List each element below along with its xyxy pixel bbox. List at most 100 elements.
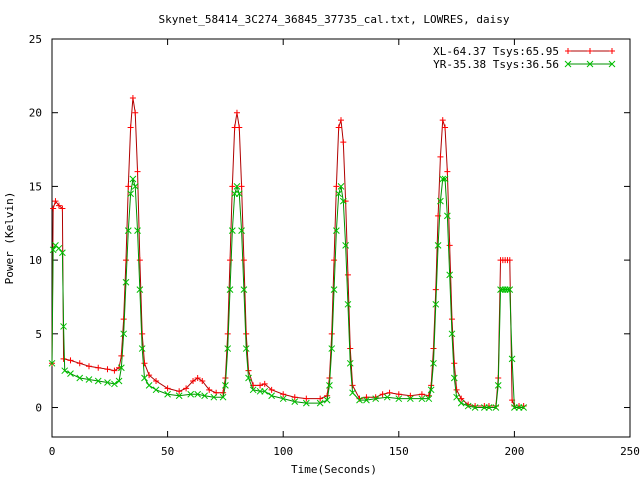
data-point <box>494 382 502 389</box>
y-tick-label: 10 <box>29 254 42 267</box>
x-tick-label: 0 <box>49 445 56 458</box>
data-point <box>504 286 511 293</box>
data-point <box>464 402 472 410</box>
data-point <box>129 175 137 183</box>
data-point <box>120 330 128 338</box>
data-point <box>134 227 141 234</box>
data-point <box>339 197 347 205</box>
x-tick-label: 150 <box>389 445 409 458</box>
data-point <box>485 404 493 411</box>
data-point <box>331 257 338 264</box>
plot-frame <box>51 38 631 438</box>
series-1 <box>49 94 527 410</box>
series-layer <box>48 94 528 411</box>
data-point <box>145 382 153 389</box>
data-point <box>451 360 458 367</box>
data-point <box>291 398 299 405</box>
data-point <box>94 377 102 385</box>
data-point <box>229 183 236 190</box>
data-point <box>471 404 479 411</box>
data-point <box>235 190 243 198</box>
data-point <box>104 379 111 386</box>
data-point <box>340 139 347 146</box>
data-point <box>520 404 528 411</box>
data-point <box>458 395 465 402</box>
series-2 <box>48 175 528 411</box>
data-point <box>153 377 160 384</box>
data-point <box>316 399 324 407</box>
data-point <box>443 212 451 220</box>
data-point <box>291 394 298 401</box>
data-point <box>363 394 370 401</box>
y-tick-label: 5 <box>35 328 42 341</box>
data-point <box>238 227 245 234</box>
data-point <box>439 117 446 124</box>
data-point <box>346 359 354 367</box>
data-point <box>434 242 442 249</box>
data-point <box>586 60 594 68</box>
data-point <box>268 392 275 400</box>
data-point <box>104 366 111 373</box>
chart-title: Skynet_58414_3C274_36845_37735_cal.txt, … <box>159 13 510 26</box>
data-point <box>224 345 232 352</box>
data-point <box>190 377 197 384</box>
data-point <box>418 391 425 398</box>
data-point <box>441 175 449 183</box>
data-point <box>279 395 287 403</box>
data-point <box>164 385 171 392</box>
data-point <box>125 183 132 190</box>
data-point <box>228 227 236 234</box>
data-point <box>439 175 447 183</box>
data-point <box>134 168 141 175</box>
data-point <box>395 395 403 403</box>
data-point <box>67 370 74 377</box>
data-point <box>257 382 264 389</box>
data-point <box>52 198 59 205</box>
data-point <box>432 300 440 308</box>
y-tick-label: 25 <box>29 33 42 46</box>
data-point <box>333 227 340 234</box>
data-point <box>138 345 146 352</box>
y-axis-label: Power (Kelvin) <box>3 192 16 285</box>
data-point <box>261 387 269 395</box>
data-point <box>453 386 460 393</box>
data-point <box>194 375 201 382</box>
data-point <box>450 374 458 382</box>
data-point <box>335 124 342 131</box>
data-point <box>444 168 451 175</box>
x-tick-label: 50 <box>161 445 174 458</box>
data-point <box>55 244 63 252</box>
data-point <box>187 390 195 398</box>
data-point <box>118 352 125 359</box>
data-point <box>136 286 144 293</box>
data-point <box>335 190 343 198</box>
data-point <box>330 286 338 293</box>
data-point <box>124 227 132 234</box>
data-point <box>59 249 66 257</box>
data-point <box>129 94 136 101</box>
data-point <box>127 124 134 131</box>
data-point <box>245 374 252 382</box>
data-point <box>76 360 83 367</box>
data-point <box>132 109 139 116</box>
data-point <box>427 386 435 394</box>
data-point <box>609 48 615 54</box>
data-point <box>337 183 345 190</box>
y-tick-label: 15 <box>29 180 42 193</box>
data-point <box>118 364 125 372</box>
data-point <box>183 385 190 392</box>
data-point <box>95 364 102 371</box>
data-point <box>176 388 183 395</box>
data-point <box>407 392 414 399</box>
data-point <box>240 257 247 264</box>
data-point <box>372 395 380 403</box>
data-point <box>565 48 571 54</box>
data-point <box>395 391 402 398</box>
data-point <box>506 257 513 264</box>
data-point <box>233 109 240 116</box>
data-point <box>67 357 74 364</box>
data-point <box>344 271 351 278</box>
data-point <box>60 323 67 330</box>
data-point <box>506 286 514 293</box>
